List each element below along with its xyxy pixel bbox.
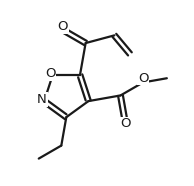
Text: O: O bbox=[45, 67, 56, 80]
Text: O: O bbox=[138, 72, 149, 85]
Text: O: O bbox=[120, 117, 131, 130]
Text: O: O bbox=[58, 20, 68, 33]
Text: N: N bbox=[37, 93, 47, 106]
